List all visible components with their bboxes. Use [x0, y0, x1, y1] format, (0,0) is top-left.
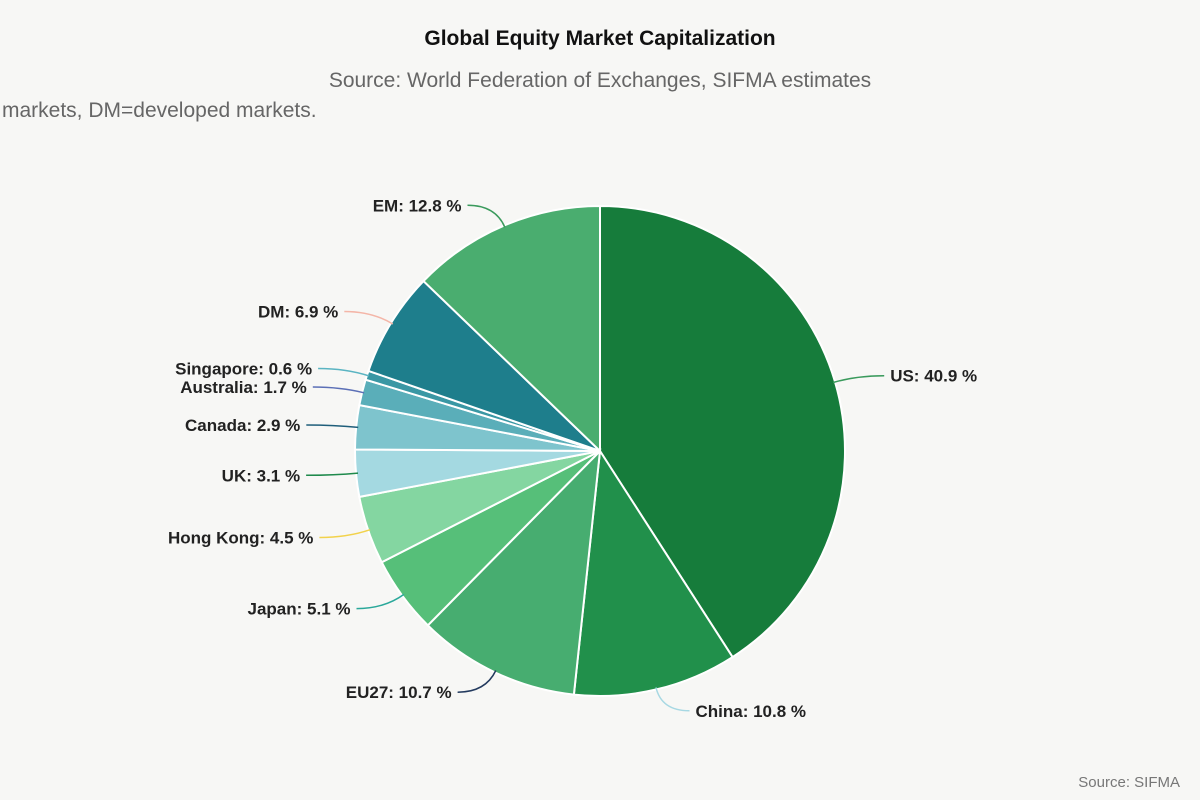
leader-line-hong-kong: [319, 528, 371, 539]
leader-line-us: [832, 374, 885, 384]
data-label-us: US: 40.9 %: [890, 367, 977, 386]
pie-slices: [353, 204, 846, 697]
leader-line-china: [655, 687, 690, 712]
chart-credit[interactable]: Source: SIFMA: [1078, 774, 1180, 791]
data-labels: US: 40.9 % China: 10.8 % EU27: 10.7 % Japan…: [168, 196, 977, 721]
leader-line-em: [467, 204, 506, 228]
leader-line-uk: [306, 472, 359, 477]
leader-line-canada: [306, 424, 359, 429]
data-label-hong-kong: Hong Kong: 4.5 %: [168, 529, 313, 548]
leader-line-eu27: [457, 670, 497, 693]
data-label-em: EM: 12.8 %: [373, 196, 462, 215]
chart-subtitle-line2: markets, DM=developed markets.: [2, 99, 317, 122]
data-label-singapore: Singapore: 0.6 %: [175, 360, 312, 379]
leader-lines: [306, 204, 885, 712]
chart-subtitle: Source: World Federation of Exchanges, S…: [328, 69, 872, 92]
data-label-china: China: 10.8 %: [696, 702, 807, 721]
data-label-dm: DM: 6.9 %: [258, 303, 338, 322]
data-label-japan: Japan: 5.1 %: [248, 600, 351, 619]
data-label-canada: Canada: 2.9 %: [185, 416, 300, 435]
chart-title: Global Equity Market Capitalization: [424, 27, 776, 50]
data-label-eu27: EU27: 10.7 %: [346, 683, 452, 702]
leader-line-australia: [312, 386, 365, 394]
leader-line-japan: [356, 593, 405, 610]
leader-line-singapore: [318, 367, 370, 377]
data-label-uk: UK: 3.1 %: [222, 466, 300, 485]
data-label-australia: Australia: 1.7 %: [180, 378, 307, 397]
leader-line-dm: [344, 310, 394, 325]
